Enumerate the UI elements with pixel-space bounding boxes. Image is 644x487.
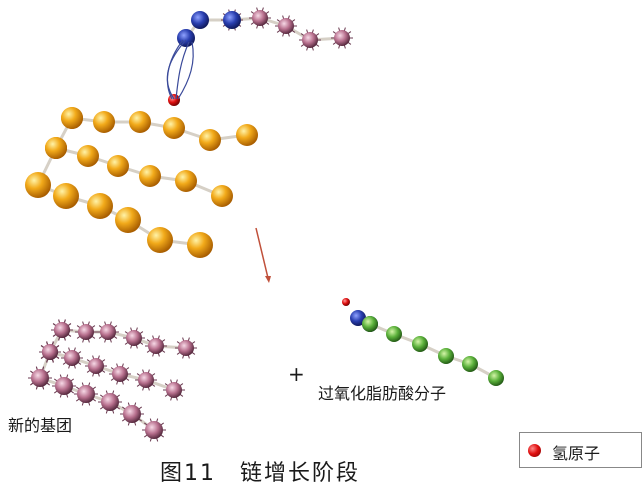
fatty-acid-atom — [93, 111, 115, 133]
fatty-acid-atom — [211, 185, 233, 207]
fatty-acid-atom — [77, 145, 99, 167]
hydrogen-abstraction-tail — [166, 39, 194, 100]
new-radical-atom — [85, 355, 107, 377]
peroxide-hydrogen-atom — [342, 298, 350, 306]
peroxide-chain-atom — [362, 316, 378, 332]
peroxide-chain-atom — [386, 326, 402, 342]
new-radical-atom — [51, 319, 73, 341]
fatty-acid-atom — [147, 227, 173, 253]
peroxide-oxygen-atom — [350, 310, 366, 326]
peroxide-chain-atom — [462, 356, 478, 372]
new-radical-atom — [75, 321, 97, 343]
molecular-atoms — [25, 7, 504, 442]
new-radical-atom — [175, 337, 197, 359]
new-radical-atom — [163, 379, 185, 401]
new-radical-atom — [109, 363, 131, 385]
reaction-arrow — [255, 227, 271, 283]
diagram-canvas — [25, 7, 504, 442]
new-radical-atom — [120, 402, 144, 426]
new-radical-atom — [28, 366, 52, 390]
fatty-acid-atom — [163, 117, 185, 139]
oxygen-atom — [223, 11, 241, 29]
figure-caption: 图11 链增长阶段 — [160, 461, 360, 486]
new-radical-atom — [142, 418, 166, 442]
new-radical-label: 新的基团 — [8, 416, 73, 435]
new-radical-atom — [52, 374, 76, 398]
new-radical-atom — [61, 347, 83, 369]
radical-atom — [299, 29, 321, 51]
fatty-acid-atom — [53, 183, 79, 209]
hydrogen-atom-icon — [528, 444, 541, 457]
fatty-acid-atom — [236, 124, 258, 146]
oxygen-atom — [191, 11, 209, 29]
new-radical-atom — [98, 390, 122, 414]
fatty-acid-atom — [115, 207, 141, 233]
new-radical-atom — [145, 335, 167, 357]
legend-box: 氢原子 — [519, 432, 642, 468]
new-radical-atom — [135, 369, 157, 391]
peroxide-molecule-label: 过氧化脂肪酸分子 — [318, 384, 447, 403]
fatty-acid-atom — [61, 107, 83, 129]
fatty-acid-atom — [25, 172, 51, 198]
hydrogen-atom — [168, 94, 180, 106]
radical-atom — [275, 15, 297, 37]
radical-atom — [249, 7, 271, 29]
fatty-acid-atom — [129, 111, 151, 133]
fatty-acid-atom — [139, 165, 161, 187]
peroxide-chain-atom — [438, 348, 454, 364]
new-radical-atom — [97, 321, 119, 343]
legend-label-hydrogen: 氢原子 — [552, 444, 601, 463]
new-radical-atom — [123, 327, 145, 349]
fatty-acid-atom — [87, 193, 113, 219]
fatty-acid-atom — [175, 170, 197, 192]
radical-atom — [331, 27, 353, 49]
fatty-acid-atom — [187, 232, 213, 258]
fatty-acid-atom — [45, 137, 67, 159]
new-radical-atom — [39, 341, 61, 363]
fatty-acid-atom — [107, 155, 129, 177]
peroxide-chain-atom — [488, 370, 504, 386]
fatty-acid-atom — [199, 129, 221, 151]
new-radical-atom — [74, 382, 98, 406]
plus-sign: + — [288, 362, 305, 386]
peroxide-chain-atom — [412, 336, 428, 352]
molecular-bonds — [36, 16, 498, 432]
